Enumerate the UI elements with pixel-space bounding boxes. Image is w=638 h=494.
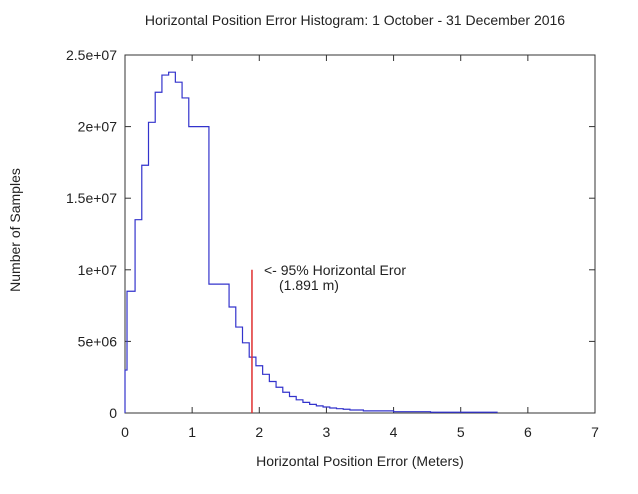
y-tick-label: 2.5e+07 xyxy=(66,47,117,63)
chart-title: Horizontal Position Error Histogram: 1 O… xyxy=(144,12,566,28)
marker-label: <- 95% Horizontal Eror xyxy=(264,262,407,278)
x-tick-label: 6 xyxy=(524,424,532,440)
plot-frame xyxy=(124,54,596,414)
y-tick-label: 5e+06 xyxy=(78,333,118,349)
y-tick-label: 0 xyxy=(109,405,117,421)
y-tick-label: 2e+07 xyxy=(78,119,118,135)
x-axis-label: Horizontal Position Error (Meters) xyxy=(256,453,464,469)
x-tick-label: 7 xyxy=(591,424,599,440)
x-tick-label: 5 xyxy=(457,424,465,440)
x-tick-label: 2 xyxy=(255,424,263,440)
y-tick-label: 1.5e+07 xyxy=(66,190,117,206)
y-tick-label: 1e+07 xyxy=(78,262,118,278)
x-tick-label: 0 xyxy=(121,424,129,440)
marker-value-label: (1.891 m) xyxy=(279,277,339,293)
x-tick-label: 4 xyxy=(390,424,398,440)
x-tick-label: 1 xyxy=(188,424,196,440)
x-tick-label: 3 xyxy=(323,424,331,440)
histogram-series xyxy=(124,71,498,413)
